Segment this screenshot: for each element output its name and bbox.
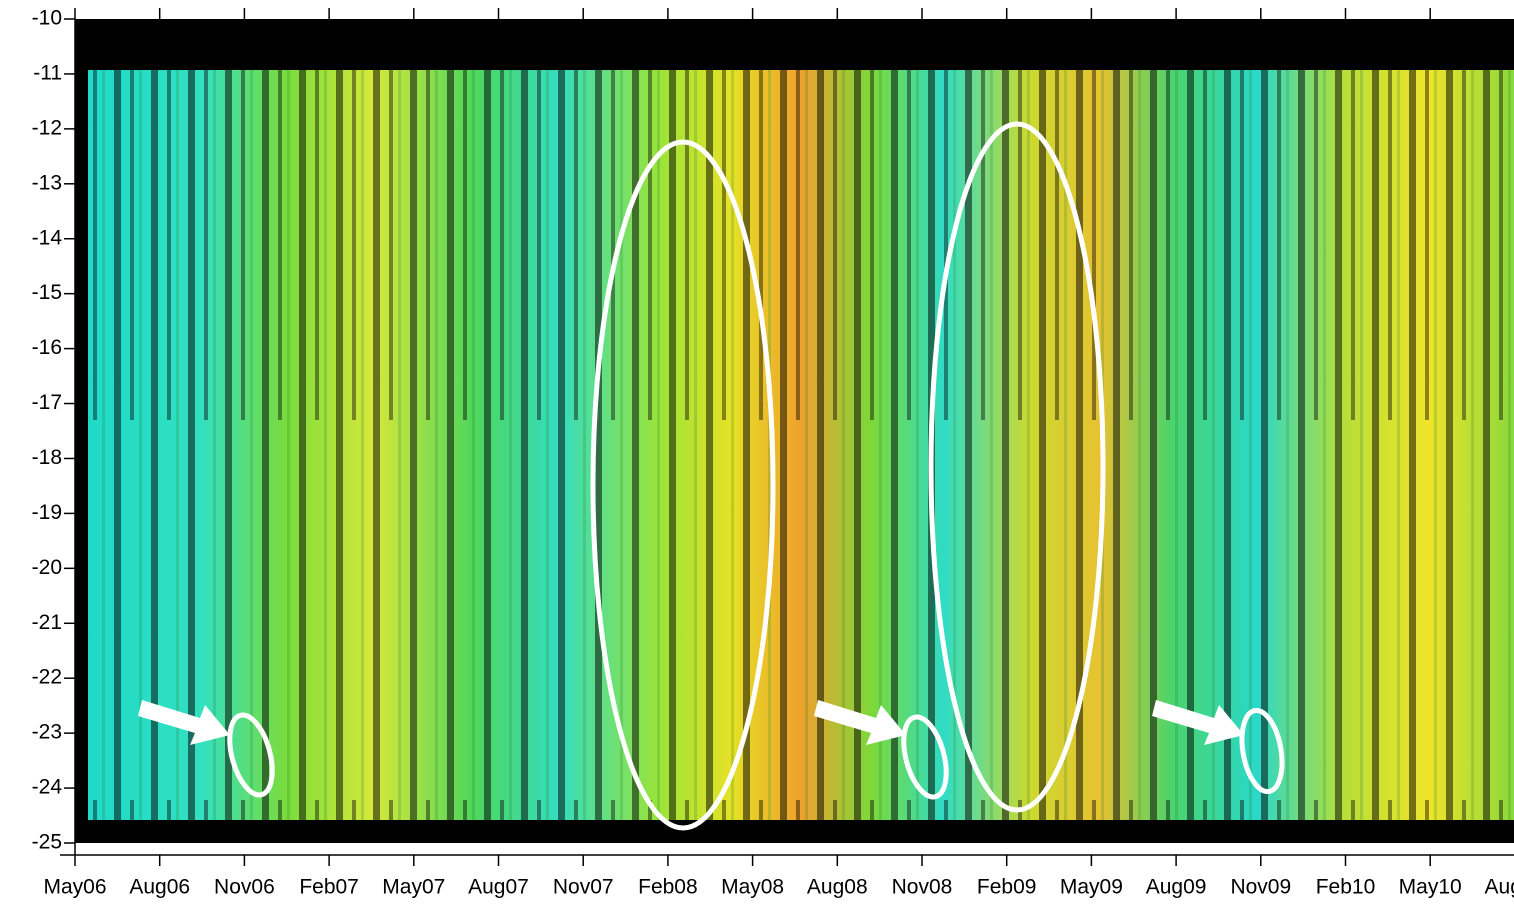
x-tick-label: Feb07 (299, 876, 359, 899)
x-tick-label: May09 (1060, 876, 1123, 899)
y-tick-label: -16 (32, 336, 62, 359)
y-tick-label: -23 (32, 721, 62, 744)
y-tick-label: -24 (32, 776, 63, 799)
x-tick-label: Feb09 (977, 876, 1037, 899)
y-tick-label: -20 (32, 556, 62, 579)
plot-area (75, 19, 1514, 843)
y-tick-label: -14 (32, 226, 63, 249)
page: -10 -11 -12 -13 -14 -15 -16 -17 -18 -19 -20 -21 -22 -… (0, 0, 1514, 907)
y-tick-label: -11 (33, 61, 62, 84)
y-tick-label: -17 (32, 391, 62, 414)
y-tick-label: -22 (32, 666, 62, 689)
y-tick-label: -12 (32, 116, 62, 139)
y-tick-label: -18 (32, 446, 62, 469)
x-tick-label: May10 (1399, 876, 1462, 899)
y-tick-label: -19 (32, 501, 62, 524)
x-tick-label: May08 (721, 876, 784, 899)
y-tick-label: -10 (32, 7, 62, 30)
x-tick-label: Nov07 (553, 876, 614, 899)
x-tick-label: Feb08 (638, 876, 698, 899)
x-tick-label: Aug08 (807, 876, 868, 899)
texture (88, 70, 1514, 820)
y-tick-label: -15 (32, 281, 62, 304)
chart: -10 -11 -12 -13 -14 -15 -16 -17 -18 -19 -20 -21 -22 -… (0, 0, 1514, 907)
x-tick-label: Aug07 (468, 876, 529, 899)
x-tick-label: Nov06 (214, 876, 275, 899)
x-tick-label: Feb10 (1316, 876, 1376, 899)
x-tick-label: Aug10 (1485, 876, 1514, 899)
x-tick-label: Nov09 (1230, 876, 1291, 899)
x-tick-label: Aug06 (129, 876, 190, 899)
y-tick-label: -21 (32, 611, 62, 634)
x-tick-label: May07 (382, 876, 445, 899)
x-tick-label: Aug09 (1146, 876, 1207, 899)
x-tick-label: May06 (43, 876, 106, 899)
x-tick-label: Nov08 (892, 876, 953, 899)
y-tick-label: -13 (32, 171, 62, 194)
y-tick-label: -25 (32, 831, 62, 854)
